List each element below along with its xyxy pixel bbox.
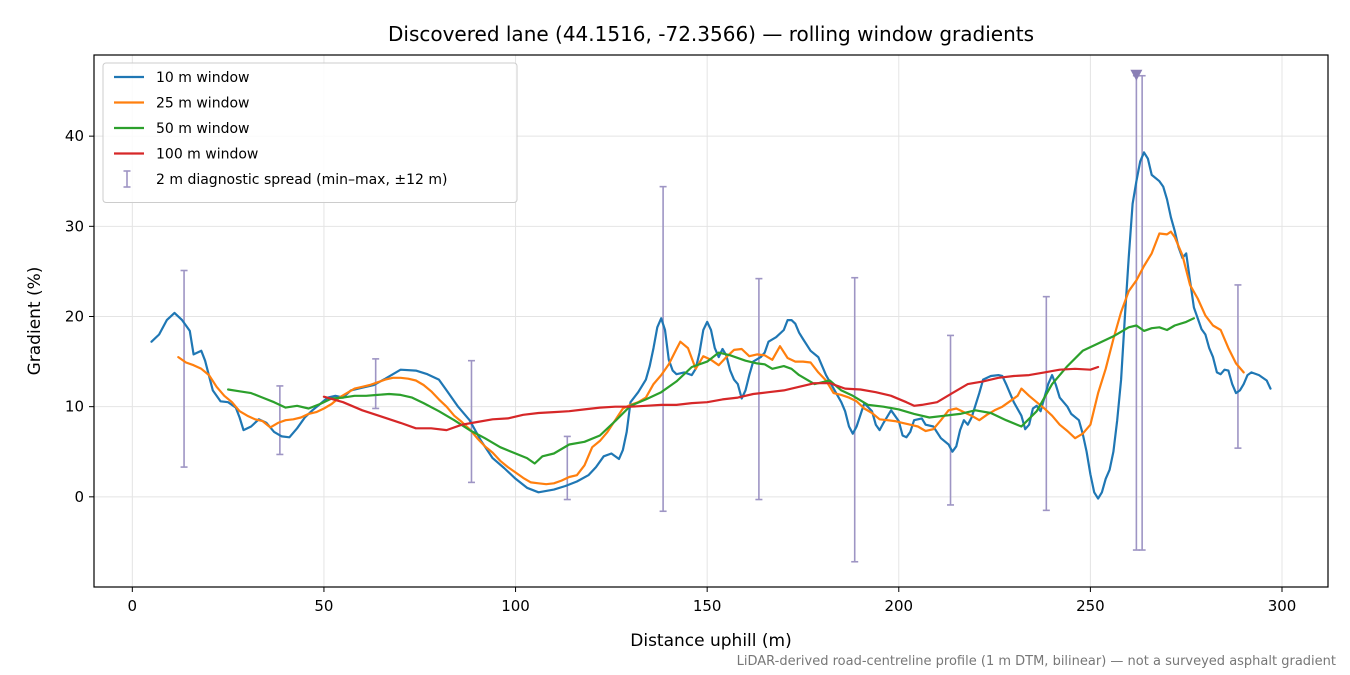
series-line [150,151,1272,500]
errorbar [1042,295,1050,512]
errorbar [755,277,763,501]
x-tick-label: 300 [1268,597,1297,615]
x-tick-label: 100 [501,597,530,615]
y-axis-ticks: 0 10 20 30 40 [65,127,94,506]
x-axis-label: Distance uphill (m) [630,631,791,651]
y-axis-label: Gradient (%) [25,267,45,376]
y-tick-label: 10 [65,398,84,416]
legend-entry-label: 50 m window [156,121,249,137]
chart-title: Discovered lane (44.1516, -72.3566) — ro… [388,22,1034,46]
errorbar [276,385,284,456]
x-tick-label: 200 [884,597,913,615]
clip-marker-icon [1130,69,1143,81]
x-tick-label: 250 [1076,597,1105,615]
legend-box [102,62,518,203]
errorbar [659,185,667,513]
series-group [150,151,1272,500]
footnote-text: LiDAR-derived road-centreline profile (1… [737,654,1336,669]
errorbar [947,334,955,506]
x-tick-label: 50 [314,597,333,615]
legend: 10 m window 25 m window 50 m window 100 m w… [102,62,518,203]
legend-entry-label: 10 m window [156,70,249,86]
y-tick-label: 40 [65,127,84,145]
legend-entry-label: 2 m diagnostic spread (min–max, ±12 m) [156,172,447,188]
series-line [177,230,1245,486]
plot-frame [93,54,1329,588]
series-line [227,317,1195,465]
y-tick-label: 0 [74,488,84,506]
legend-entry-label: 25 m window [156,96,249,112]
errorbar [851,276,859,563]
x-tick-label: 150 [693,597,722,615]
y-tick-label: 30 [65,217,84,235]
errorbar [180,269,188,468]
series-line [322,365,1100,432]
y-tick-label: 20 [65,307,84,325]
x-tick-label: 0 [128,597,138,615]
errorbar [563,435,571,501]
legend-entry-label: 100 m window [156,147,258,163]
x-axis-ticks: 0 50 100 150 200 250 300 [128,587,1297,615]
